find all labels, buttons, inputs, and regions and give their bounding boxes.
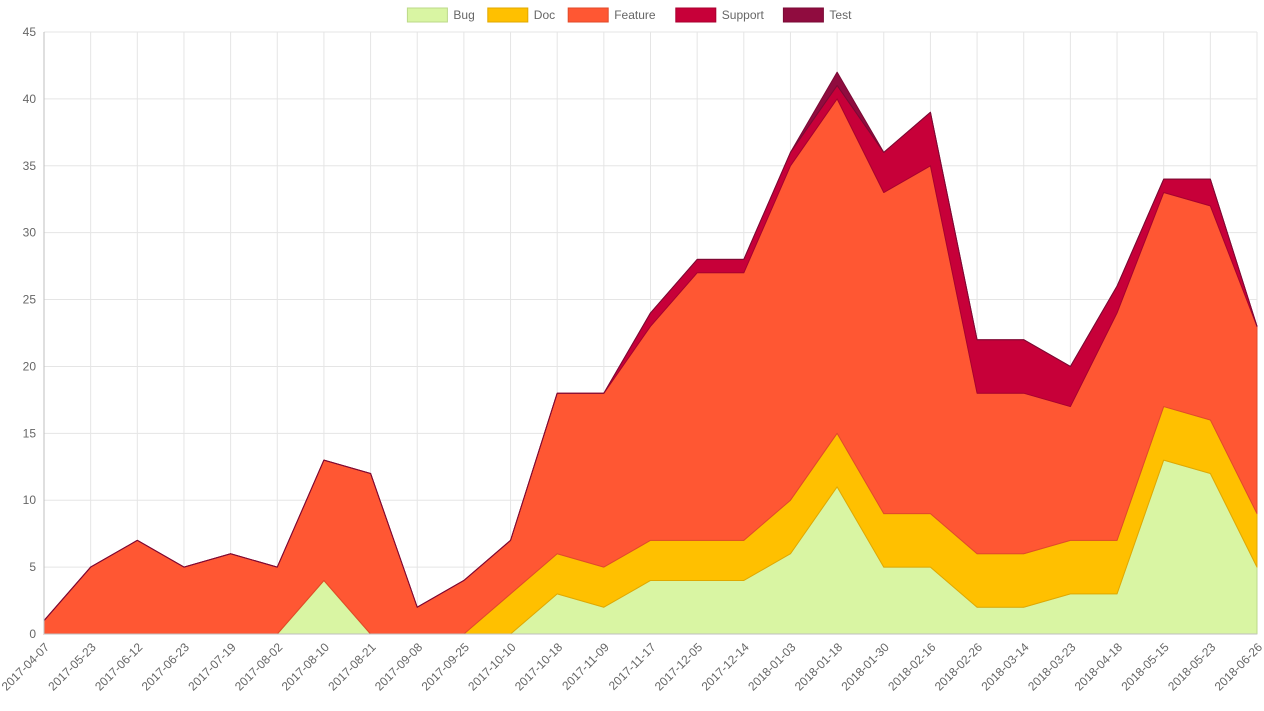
x-tick-label: 2017-09-25 bbox=[419, 640, 473, 694]
legend-swatch bbox=[487, 7, 529, 23]
legend-swatch bbox=[675, 7, 717, 23]
x-tick-label: 2018-01-18 bbox=[792, 640, 846, 694]
x-tick-label: 2018-05-23 bbox=[1165, 640, 1219, 694]
x-tick-label: 2018-06-26 bbox=[1212, 640, 1264, 694]
x-tick-label: 2017-05-23 bbox=[45, 640, 99, 694]
y-tick-label: 10 bbox=[23, 493, 37, 507]
x-tick-label: 2017-08-21 bbox=[325, 640, 379, 694]
legend-item-feature[interactable]: Feature bbox=[567, 7, 656, 23]
legend-swatch bbox=[567, 7, 609, 23]
y-tick-label: 40 bbox=[23, 92, 37, 106]
x-tick-label: 2017-08-02 bbox=[232, 640, 286, 694]
x-tick-label: 2017-10-18 bbox=[512, 640, 566, 694]
legend: Bug Doc Feature Support Test bbox=[406, 7, 852, 23]
x-tick-label: 2018-01-03 bbox=[745, 640, 799, 694]
y-tick-label: 45 bbox=[23, 25, 37, 39]
legend-swatch bbox=[782, 7, 824, 23]
x-tick-label: 2017-11-09 bbox=[559, 640, 612, 693]
x-tick-label: 2018-03-14 bbox=[978, 640, 1032, 694]
legend-label: Test bbox=[829, 8, 852, 22]
legend-swatch bbox=[406, 7, 448, 23]
x-tick-label: 2017-11-17 bbox=[606, 640, 659, 693]
legend-label: Support bbox=[722, 8, 765, 22]
y-tick-label: 30 bbox=[23, 226, 37, 240]
axes bbox=[43, 32, 1257, 635]
x-tick-label: 2018-01-30 bbox=[839, 640, 893, 694]
x-tick-label: 2018-04-18 bbox=[1072, 640, 1126, 694]
legend-item-doc[interactable]: Doc bbox=[487, 7, 555, 23]
x-tick-label: 2017-12-05 bbox=[652, 640, 706, 694]
x-tick-label: 2017-09-08 bbox=[372, 640, 426, 694]
x-tick-label: 2017-10-10 bbox=[465, 640, 519, 694]
legend-item-bug[interactable]: Bug bbox=[406, 7, 475, 23]
y-tick-label: 20 bbox=[23, 359, 37, 373]
x-tick-label: 2017-06-12 bbox=[92, 640, 146, 694]
x-axis-ticks: 2017-04-072017-05-232017-06-122017-06-23… bbox=[0, 640, 1264, 694]
x-tick-label: 2018-02-26 bbox=[932, 640, 986, 694]
legend-item-test[interactable]: Test bbox=[782, 7, 852, 23]
y-tick-label: 15 bbox=[23, 426, 37, 440]
y-tick-label: 0 bbox=[29, 627, 36, 641]
y-axis-ticks: 0 5 10 15 20 25 30 35 40 45 bbox=[23, 25, 37, 641]
x-tick-label: 2017-08-10 bbox=[279, 640, 333, 694]
legend-item-support[interactable]: Support bbox=[675, 7, 765, 23]
x-tick-label: 2018-02-16 bbox=[885, 640, 939, 694]
y-tick-label: 5 bbox=[29, 560, 36, 574]
x-tick-label: 2017-04-07 bbox=[0, 640, 52, 694]
x-tick-label: 2018-03-23 bbox=[1025, 640, 1079, 694]
x-tick-label: 2017-06-23 bbox=[139, 640, 193, 694]
y-tick-label: 35 bbox=[23, 159, 37, 173]
legend-label: Doc bbox=[534, 8, 555, 22]
legend-label: Feature bbox=[614, 8, 656, 22]
x-tick-label: 2017-07-19 bbox=[185, 640, 239, 694]
y-tick-label: 25 bbox=[23, 293, 37, 307]
legend-label: Bug bbox=[453, 8, 474, 22]
area-test bbox=[43, 71, 1258, 622]
x-tick-label: 2017-12-14 bbox=[699, 640, 753, 694]
x-tick-label: 2018-05-15 bbox=[1118, 640, 1172, 694]
